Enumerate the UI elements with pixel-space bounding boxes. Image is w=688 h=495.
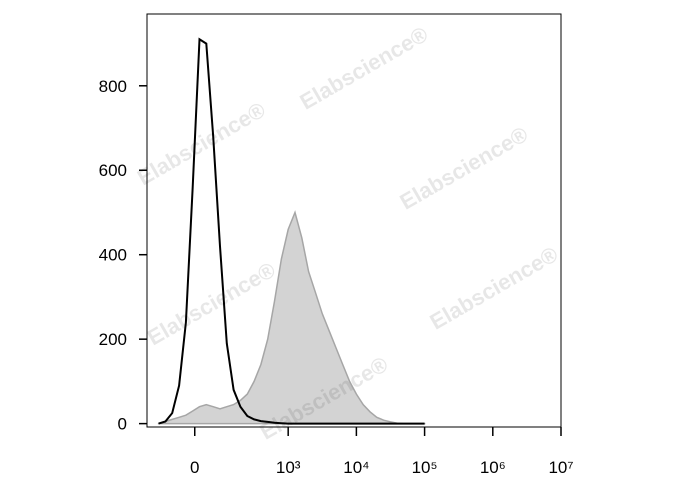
plot-area (157, 37, 426, 425)
x-tick-label: 10⁵ (412, 458, 438, 477)
plot-frame (146, 13, 562, 428)
x-tick-label: 0 (190, 458, 199, 477)
y-tick-label: 800 (99, 77, 127, 96)
x-tick-label: 10⁶ (480, 458, 506, 477)
histogram-line (158, 37, 425, 425)
watermark: Elabscience® (396, 121, 533, 214)
x-tick-label: 10⁷ (548, 458, 573, 477)
watermark: Elabscience® (426, 241, 563, 334)
x-tick-label: 10³ (276, 458, 301, 477)
y-tick-label: 400 (99, 246, 127, 265)
watermark: Elabscience® (296, 21, 433, 114)
watermark: Elabscience® (143, 257, 280, 350)
watermark: Elabscience® (133, 97, 270, 190)
x-tick-label: 10⁴ (343, 458, 369, 477)
y-tick-label: 0 (118, 415, 127, 434)
y-tick-label: 600 (99, 161, 127, 180)
y-tick-label: 200 (99, 330, 127, 349)
